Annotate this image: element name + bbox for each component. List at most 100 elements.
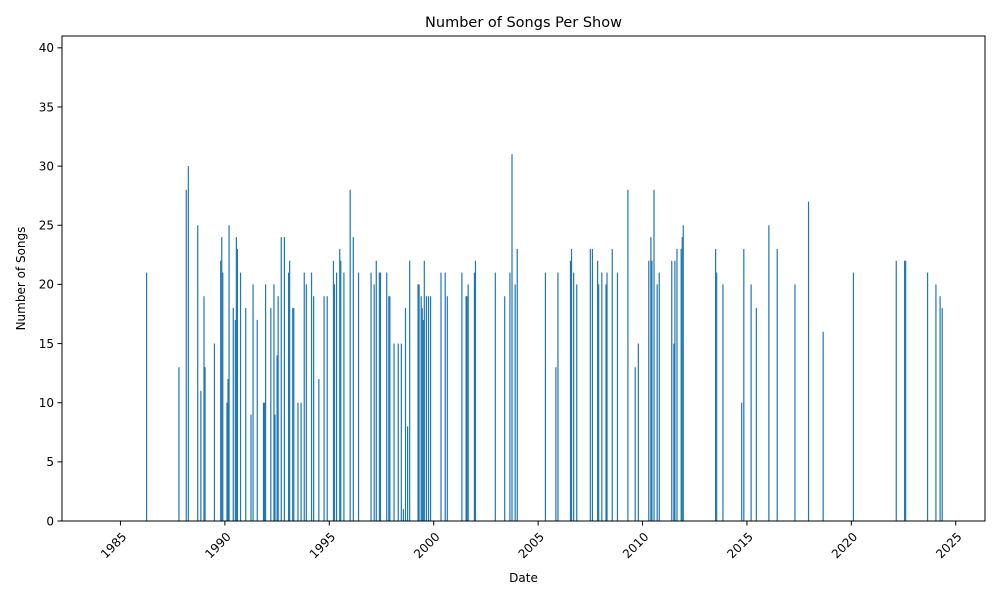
bar-141 <box>904 260 906 521</box>
bar-121 <box>673 343 675 521</box>
bar-10 <box>221 237 223 521</box>
bar-106 <box>601 272 603 521</box>
bar-110 <box>616 272 619 521</box>
x-tick-label-2020: 2020 <box>829 530 860 561</box>
bar-86 <box>467 284 469 521</box>
bar-137 <box>807 201 810 522</box>
bar-71 <box>417 284 419 521</box>
y-axis: 0 5 10 15 20 25 30 35 40 <box>39 41 62 528</box>
bar-59 <box>378 272 381 521</box>
bar-50 <box>339 248 341 521</box>
x-tick-label-2025: 2025 <box>933 530 964 561</box>
bar-95 <box>544 272 547 521</box>
bar-25 <box>263 402 266 521</box>
bar-20 <box>245 308 247 521</box>
bar-21 <box>250 414 252 521</box>
bar-30 <box>276 355 278 521</box>
bar-61 <box>386 272 388 521</box>
bar-56 <box>370 272 372 521</box>
bar-108 <box>606 272 608 521</box>
bar-23 <box>256 319 258 521</box>
bar-74 <box>421 308 423 521</box>
bar-129 <box>722 284 724 521</box>
y-axis-label: Number of Songs <box>14 227 28 331</box>
y-tick-label-15: 15 <box>39 337 54 351</box>
bar-113 <box>637 343 639 521</box>
bar-46 <box>326 296 328 521</box>
y-tick-label-25: 25 <box>39 219 54 233</box>
bar-68 <box>404 308 407 521</box>
bar-43 <box>313 296 315 521</box>
bar-128 <box>716 272 718 521</box>
x-tick-label-1990: 1990 <box>202 530 233 561</box>
bar-132 <box>750 284 752 521</box>
bar-78 <box>427 296 430 521</box>
bar-109 <box>611 248 613 521</box>
bar-124 <box>680 248 682 521</box>
bar-33 <box>283 237 285 521</box>
bars-group <box>145 154 943 522</box>
bar-114 <box>648 260 650 521</box>
bar-123 <box>676 248 678 521</box>
bar-62 <box>388 296 390 521</box>
bar-34 <box>287 272 290 521</box>
bar-3 <box>187 166 189 521</box>
bar-94 <box>516 248 518 521</box>
bar-127 <box>715 248 717 521</box>
bar-136 <box>794 284 796 521</box>
bar-2 <box>185 189 187 521</box>
bar-70 <box>409 260 411 521</box>
bar-130 <box>741 402 743 521</box>
bar-115 <box>650 237 652 521</box>
bar-13 <box>227 379 229 521</box>
bar-66 <box>400 343 402 521</box>
bar-41 <box>305 284 307 521</box>
x-tick-label-2015: 2015 <box>724 530 755 561</box>
bar-79 <box>429 296 432 521</box>
x-axis: 1985 1990 1995 2000 2005 2010 2015 2020 2025 <box>98 521 965 561</box>
bar-18 <box>236 248 239 521</box>
bar-103 <box>591 248 594 521</box>
bar-89 <box>494 272 496 521</box>
bar-131 <box>743 248 745 521</box>
bar-28 <box>273 284 275 521</box>
y-tick-label-20: 20 <box>39 278 54 292</box>
bar-49 <box>336 272 338 521</box>
bar-0 <box>145 272 148 521</box>
bar-60 <box>379 272 382 521</box>
bar-65 <box>397 343 399 521</box>
bar-52 <box>343 272 345 521</box>
bar-32 <box>280 237 282 521</box>
bar-107 <box>605 284 607 521</box>
bar-19 <box>239 272 242 521</box>
bar-146 <box>941 308 943 521</box>
bar-84 <box>465 296 467 521</box>
bar-85 <box>466 296 468 521</box>
bar-92 <box>511 154 513 522</box>
bar-119 <box>658 272 660 521</box>
bar-77 <box>425 296 427 521</box>
bar-112 <box>634 367 636 521</box>
bar-102 <box>589 248 591 521</box>
x-axis-label: Date <box>509 571 538 585</box>
bar-135 <box>776 248 778 521</box>
bar-126 <box>682 225 684 521</box>
bar-6 <box>203 296 205 521</box>
bar-144 <box>935 284 937 521</box>
bar-125 <box>681 237 683 521</box>
bar-83 <box>461 272 463 521</box>
bar-98 <box>569 260 572 521</box>
bar-17 <box>235 237 237 521</box>
bar-97 <box>557 272 559 521</box>
bar-7 <box>204 367 206 521</box>
bar-31 <box>277 296 279 521</box>
x-tick-label-2000: 2000 <box>411 530 442 561</box>
bar-76 <box>423 260 425 521</box>
bar-57 <box>373 284 375 521</box>
bar-58 <box>375 260 377 521</box>
bar-116 <box>651 260 653 521</box>
bar-96 <box>555 367 557 521</box>
x-tick-label-2005: 2005 <box>516 530 547 561</box>
y-tick-label-5: 5 <box>46 455 54 469</box>
